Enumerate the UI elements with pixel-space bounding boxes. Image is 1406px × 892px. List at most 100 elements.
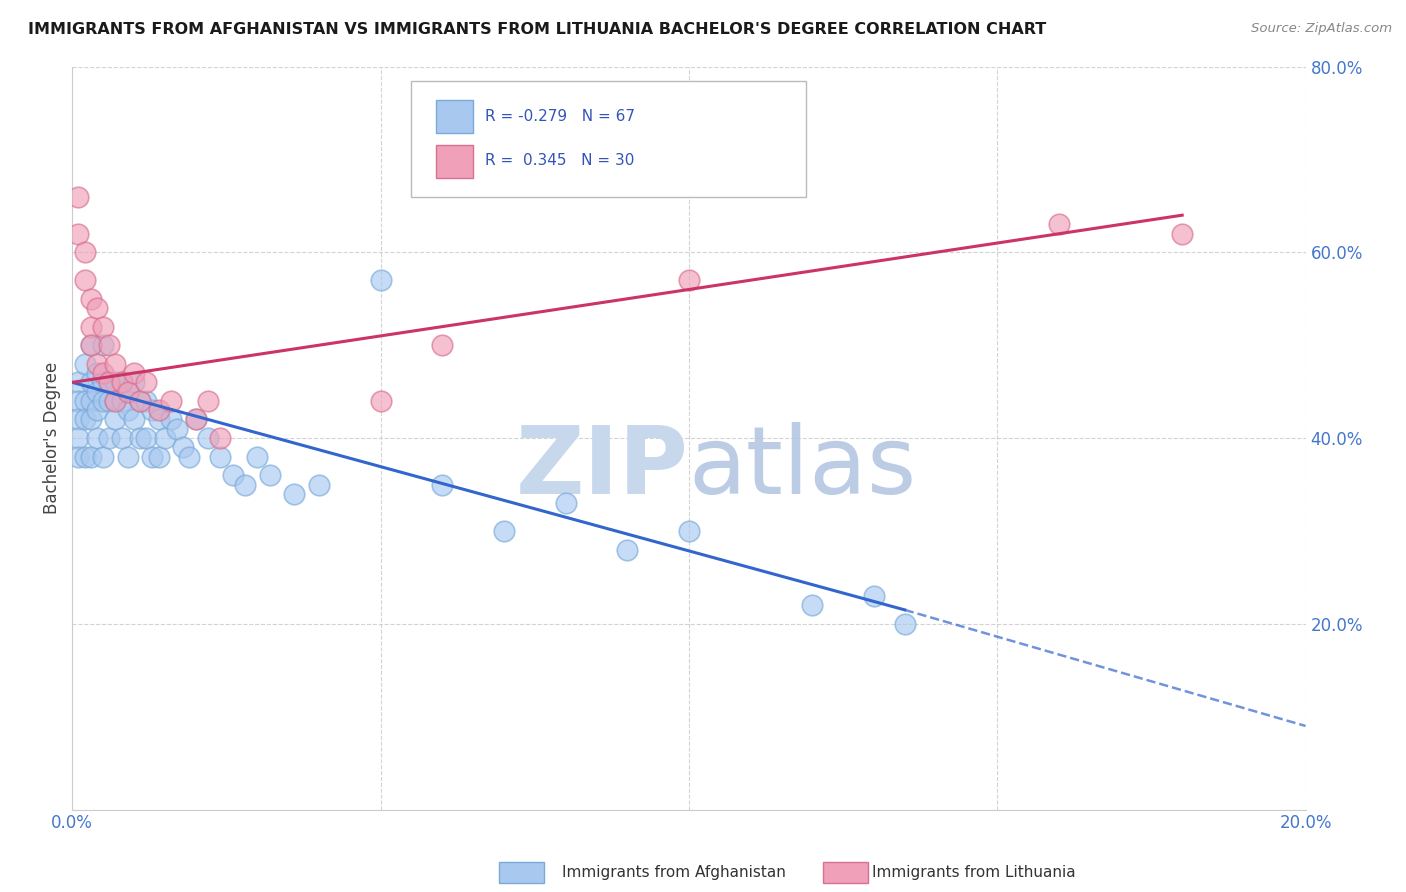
Text: R =  0.345   N = 30: R = 0.345 N = 30 bbox=[485, 153, 634, 169]
Point bbox=[86, 301, 108, 315]
Point bbox=[370, 393, 392, 408]
Point bbox=[184, 412, 207, 426]
Point bbox=[98, 338, 121, 352]
Point bbox=[80, 292, 103, 306]
Point bbox=[91, 393, 114, 408]
Point bbox=[129, 393, 152, 408]
Point bbox=[197, 431, 219, 445]
Point bbox=[86, 403, 108, 417]
Point bbox=[166, 422, 188, 436]
Point bbox=[104, 376, 127, 390]
Point bbox=[148, 412, 170, 426]
Point bbox=[98, 431, 121, 445]
Point bbox=[141, 403, 163, 417]
Point bbox=[98, 376, 121, 390]
Point bbox=[1047, 218, 1070, 232]
Point bbox=[67, 450, 90, 464]
Point bbox=[893, 616, 915, 631]
Point bbox=[110, 393, 132, 408]
Point bbox=[221, 468, 243, 483]
Point bbox=[432, 477, 454, 491]
Point bbox=[73, 245, 96, 260]
Point bbox=[209, 450, 232, 464]
Point bbox=[80, 319, 103, 334]
Point bbox=[67, 376, 90, 390]
Point bbox=[135, 431, 157, 445]
Point bbox=[67, 189, 90, 203]
Point bbox=[678, 273, 700, 287]
Point bbox=[370, 273, 392, 287]
Point bbox=[91, 366, 114, 380]
Text: IMMIGRANTS FROM AFGHANISTAN VS IMMIGRANTS FROM LITHUANIA BACHELOR'S DEGREE CORRE: IMMIGRANTS FROM AFGHANISTAN VS IMMIGRANT… bbox=[28, 22, 1046, 37]
Point bbox=[104, 412, 127, 426]
Point bbox=[153, 431, 176, 445]
Text: Immigrants from Afghanistan: Immigrants from Afghanistan bbox=[562, 865, 786, 880]
Point bbox=[308, 477, 330, 491]
Point bbox=[283, 487, 305, 501]
Text: ZIP: ZIP bbox=[516, 422, 689, 514]
Point bbox=[104, 357, 127, 371]
Point bbox=[104, 393, 127, 408]
Point bbox=[86, 357, 108, 371]
Point bbox=[110, 376, 132, 390]
Point bbox=[117, 450, 139, 464]
Point bbox=[91, 319, 114, 334]
Point bbox=[129, 393, 152, 408]
Point bbox=[91, 338, 114, 352]
Point bbox=[141, 450, 163, 464]
Point bbox=[110, 376, 132, 390]
Point bbox=[73, 412, 96, 426]
Point bbox=[80, 376, 103, 390]
Point bbox=[197, 393, 219, 408]
Point bbox=[80, 338, 103, 352]
Point bbox=[67, 393, 90, 408]
Point bbox=[80, 338, 103, 352]
Point bbox=[104, 393, 127, 408]
Point bbox=[80, 450, 103, 464]
Text: Source: ZipAtlas.com: Source: ZipAtlas.com bbox=[1251, 22, 1392, 36]
Point bbox=[246, 450, 269, 464]
Bar bbox=[436, 100, 472, 134]
Text: Immigrants from Lithuania: Immigrants from Lithuania bbox=[872, 865, 1076, 880]
Point bbox=[678, 524, 700, 538]
Point bbox=[91, 376, 114, 390]
Point bbox=[492, 524, 515, 538]
Text: atlas: atlas bbox=[689, 422, 917, 514]
Point bbox=[67, 412, 90, 426]
Point bbox=[135, 376, 157, 390]
Point bbox=[616, 542, 638, 557]
Point bbox=[160, 412, 183, 426]
Point bbox=[86, 366, 108, 380]
Point bbox=[179, 450, 201, 464]
Point bbox=[129, 431, 152, 445]
Text: R = -0.279   N = 67: R = -0.279 N = 67 bbox=[485, 109, 636, 124]
Point bbox=[233, 477, 256, 491]
Point bbox=[73, 393, 96, 408]
Point bbox=[122, 376, 145, 390]
Point bbox=[135, 393, 157, 408]
Y-axis label: Bachelor's Degree: Bachelor's Degree bbox=[44, 362, 60, 514]
Point bbox=[117, 384, 139, 399]
FancyBboxPatch shape bbox=[412, 81, 806, 196]
Point bbox=[73, 450, 96, 464]
Point bbox=[148, 403, 170, 417]
Point bbox=[184, 412, 207, 426]
Point bbox=[98, 393, 121, 408]
Point bbox=[67, 227, 90, 241]
Point bbox=[172, 441, 194, 455]
Point bbox=[117, 384, 139, 399]
Point bbox=[73, 273, 96, 287]
Point bbox=[67, 431, 90, 445]
Point bbox=[801, 599, 824, 613]
Point bbox=[148, 450, 170, 464]
Point bbox=[80, 412, 103, 426]
Point bbox=[86, 431, 108, 445]
Point bbox=[98, 376, 121, 390]
Point bbox=[80, 393, 103, 408]
Point bbox=[122, 366, 145, 380]
Point bbox=[117, 403, 139, 417]
Point bbox=[554, 496, 576, 510]
Point bbox=[86, 384, 108, 399]
Bar bbox=[436, 145, 472, 178]
Point bbox=[259, 468, 281, 483]
